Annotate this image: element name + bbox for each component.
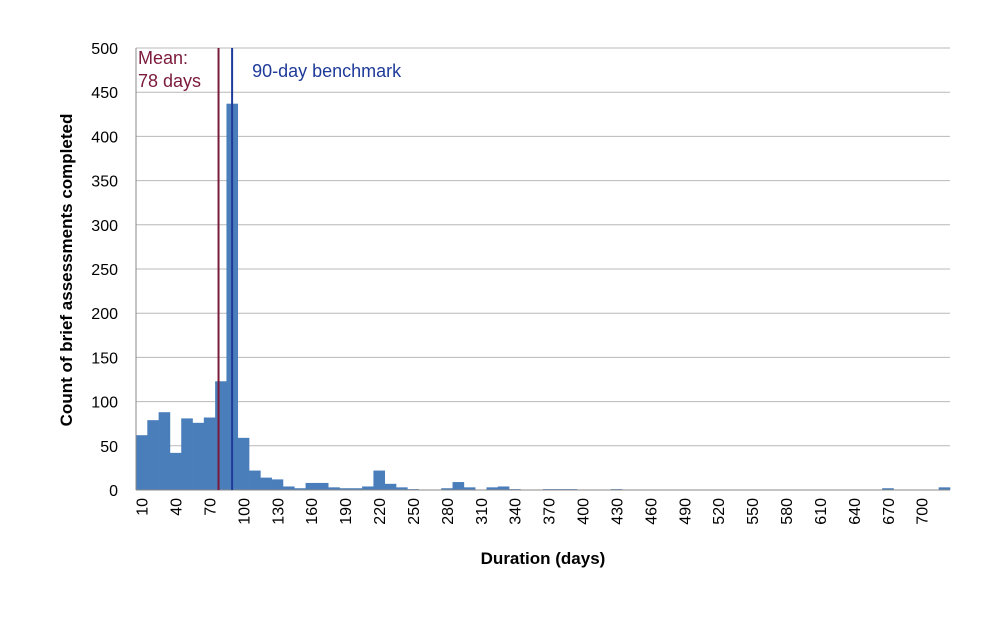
histogram-bar [305, 482, 318, 490]
histogram-bar [362, 486, 374, 490]
histogram-bar [147, 420, 159, 490]
histogram-bar [339, 488, 352, 490]
x-tick-label: 340 [508, 498, 525, 525]
x-tick-label: 550 [745, 498, 762, 525]
x-tick-label: 70 [202, 498, 219, 516]
x-tick-label: 100 [236, 498, 253, 525]
histogram-bar [441, 488, 453, 490]
histogram-bar [384, 483, 397, 490]
y-tick-label: 300 [91, 218, 118, 235]
y-tick-label: 200 [91, 306, 118, 323]
x-tick-label: 280 [440, 498, 457, 525]
histogram-bar [463, 487, 476, 490]
gridlines [136, 47, 950, 447]
x-tick-label: 40 [169, 498, 186, 516]
mean-label: Mean: [138, 48, 188, 68]
y-tick-label: 350 [91, 174, 118, 191]
histogram-bar [215, 381, 227, 490]
histogram-bar [882, 488, 894, 490]
x-tick-label: 580 [779, 498, 796, 525]
histogram-bar [282, 486, 295, 490]
x-tick-label: 250 [406, 498, 423, 525]
histogram-bar [350, 488, 363, 490]
histogram-bar [328, 487, 340, 490]
x-tick-labels: 10 40 70 100 130 160 190 220 250 280 310 340 370 400 4… [135, 498, 932, 525]
y-tick-label: 0 [109, 483, 118, 500]
x-tick-label: 610 [813, 498, 830, 525]
histogram-bar [260, 477, 272, 490]
histogram-bar [373, 470, 386, 490]
x-tick-label: 520 [711, 498, 728, 525]
y-axis-title: Count of brief assessments completed [57, 114, 76, 427]
histogram-bar [271, 479, 284, 490]
histogram-bar [294, 488, 306, 490]
x-tick-label: 490 [677, 498, 694, 525]
histogram-bar [249, 470, 261, 490]
histogram-bar [203, 417, 216, 490]
y-tick-label: 250 [91, 262, 118, 279]
x-tick-label: 400 [576, 498, 593, 525]
y-tick-label: 500 [91, 41, 118, 58]
x-tick-label: 310 [474, 498, 491, 525]
x-tick-label: 160 [304, 498, 321, 525]
histogram-bar [237, 437, 250, 490]
histogram-bar [497, 486, 510, 490]
y-tick-labels: 0 50 100 150 200 250 300 350 400 450 500 [91, 41, 118, 500]
histogram-bar [452, 482, 465, 490]
histogram-bar [169, 452, 182, 490]
histogram-bar [938, 487, 951, 490]
y-tick-label: 400 [91, 129, 118, 146]
histogram-bar [192, 422, 205, 490]
x-tick-label: 460 [643, 498, 660, 525]
histogram-bar [316, 482, 329, 490]
y-tick-label: 150 [91, 350, 118, 367]
x-tick-label: 640 [847, 498, 864, 525]
histogram-bar [181, 418, 193, 490]
x-tick-label: 10 [135, 498, 152, 516]
bars [136, 103, 951, 490]
x-tick-label: 670 [881, 498, 898, 525]
benchmark-label: 90-day benchmark [252, 61, 402, 81]
y-tick-label: 100 [91, 395, 118, 412]
x-tick-label: 370 [542, 498, 559, 525]
histogram-bar [136, 435, 148, 490]
histogram-bar [396, 487, 408, 490]
mean-value-label: 78 days [138, 71, 201, 91]
x-tick-label: 430 [609, 498, 626, 525]
x-tick-label: 220 [372, 498, 389, 525]
y-tick-label: 50 [100, 439, 118, 456]
y-tick-label: 450 [91, 85, 118, 102]
x-tick-label: 190 [338, 498, 355, 525]
histogram-bar [158, 412, 171, 490]
x-tick-label: 700 [915, 498, 932, 525]
histogram-bar [486, 487, 499, 490]
x-axis-title: Duration (days) [481, 549, 606, 568]
x-tick-label: 130 [270, 498, 287, 525]
